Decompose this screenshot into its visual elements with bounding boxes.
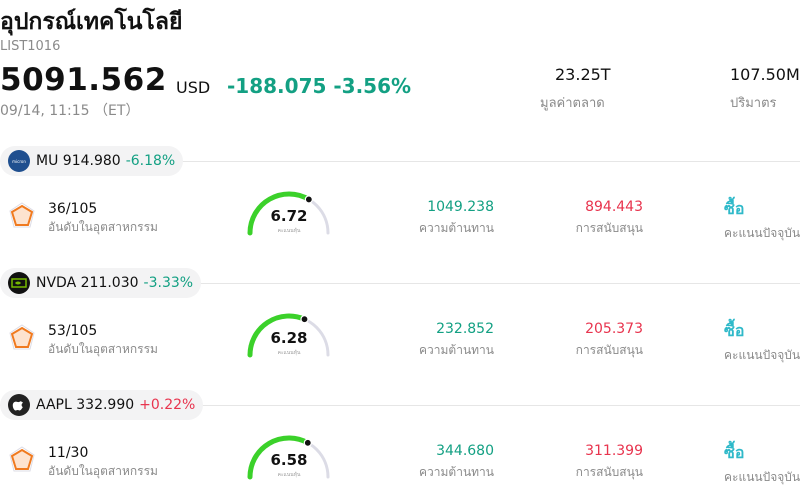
support-value: 311.399 <box>585 443 643 459</box>
industry-rank-label: อันดับในอุตสาหกรรม <box>48 464 158 478</box>
row-divider <box>0 283 800 284</box>
rating-action[interactable]: ซื้อ <box>724 199 745 218</box>
support-label: การสนับสนุน <box>575 343 643 357</box>
stock-price: 211.030 <box>80 275 139 291</box>
resistance-label: ความต้านทาน <box>419 465 494 479</box>
volume-label: ปริมาตร <box>730 96 777 111</box>
resistance-value: 344.680 <box>436 443 494 459</box>
rating-label: คะแนนปัจจุบัน <box>724 348 800 362</box>
resistance-label: ความต้านทาน <box>419 221 494 235</box>
stock-score-label: คะแนนหุ้น <box>277 228 301 234</box>
page-title: อุปกรณ์เทคโนโลยี <box>0 9 183 35</box>
stock-score-label: คะแนนหุ้น <box>277 472 301 478</box>
score-gauge: 6.72 คะแนนหุ้น <box>247 191 331 239</box>
stock-score-label: คะแนนหุ้น <box>277 350 301 356</box>
apple-logo-icon <box>8 394 30 416</box>
row-divider <box>0 161 800 162</box>
index-price: 5091.562 <box>0 62 167 98</box>
stock-score: 6.72 <box>270 207 308 225</box>
volume-value: 107.50M <box>730 65 800 84</box>
rating-action[interactable]: ซื้อ <box>724 321 745 340</box>
radar-chart-icon <box>8 445 36 479</box>
score-gauge: 6.28 คะแนนหุ้น <box>247 313 331 361</box>
stock-pill[interactable]: NVDA 211.030 -3.33% <box>0 268 202 298</box>
list-code: LIST1016 <box>0 39 61 54</box>
rating-label: คะแนนปัจจุบัน <box>724 226 800 240</box>
industry-rank: 11/30 <box>48 445 89 461</box>
index-change: -188.075 -3.56% <box>227 74 412 98</box>
industry-rank-label: อันดับในอุตสาหกรรม <box>48 342 158 356</box>
score-gauge: 6.58 คะแนนหุ้น <box>247 435 331 483</box>
support-value: 205.373 <box>585 321 643 337</box>
resistance-value: 232.852 <box>436 321 494 337</box>
stock-symbol: NVDA <box>36 275 77 291</box>
row-divider <box>0 405 800 406</box>
stock-symbol: AAPL <box>36 397 72 413</box>
stock-symbol: MU <box>36 153 59 169</box>
industry-rank: 36/105 <box>48 201 98 217</box>
market-cap-label: มูลค่าตลาด <box>540 96 605 111</box>
radar-chart-icon <box>8 323 36 357</box>
rating-action[interactable]: ซื้อ <box>724 443 745 462</box>
rating-label: คะแนนปัจจุบัน <box>724 470 800 484</box>
support-value: 894.443 <box>585 199 643 215</box>
resistance-value: 1049.238 <box>427 199 494 215</box>
market-cap-value: 23.25T <box>555 65 611 84</box>
stock-change: -6.18% <box>125 153 176 169</box>
micron-logo-icon: micron <box>8 150 30 172</box>
svg-text:micron: micron <box>12 159 26 164</box>
stock-score: 6.28 <box>270 329 308 347</box>
stock-pill[interactable]: micron MU 914.980 -6.18% <box>0 146 184 176</box>
timestamp: 09/14, 11:15 （ET） <box>0 103 140 119</box>
stock-price: 332.990 <box>76 397 135 413</box>
radar-chart-icon <box>8 201 36 235</box>
support-label: การสนับสนุน <box>575 465 643 479</box>
stock-price: 914.980 <box>62 153 121 169</box>
stock-change: +0.22% <box>139 397 196 413</box>
nvidia-logo-icon <box>8 272 30 294</box>
industry-rank: 53/105 <box>48 323 98 339</box>
currency-label: USD <box>176 78 211 97</box>
resistance-label: ความต้านทาน <box>419 343 494 357</box>
stock-change: -3.33% <box>143 275 194 291</box>
industry-rank-label: อันดับในอุตสาหกรรม <box>48 220 158 234</box>
stock-score: 6.58 <box>270 451 308 469</box>
stock-pill[interactable]: AAPL 332.990 +0.22% <box>0 390 204 420</box>
support-label: การสนับสนุน <box>575 221 643 235</box>
